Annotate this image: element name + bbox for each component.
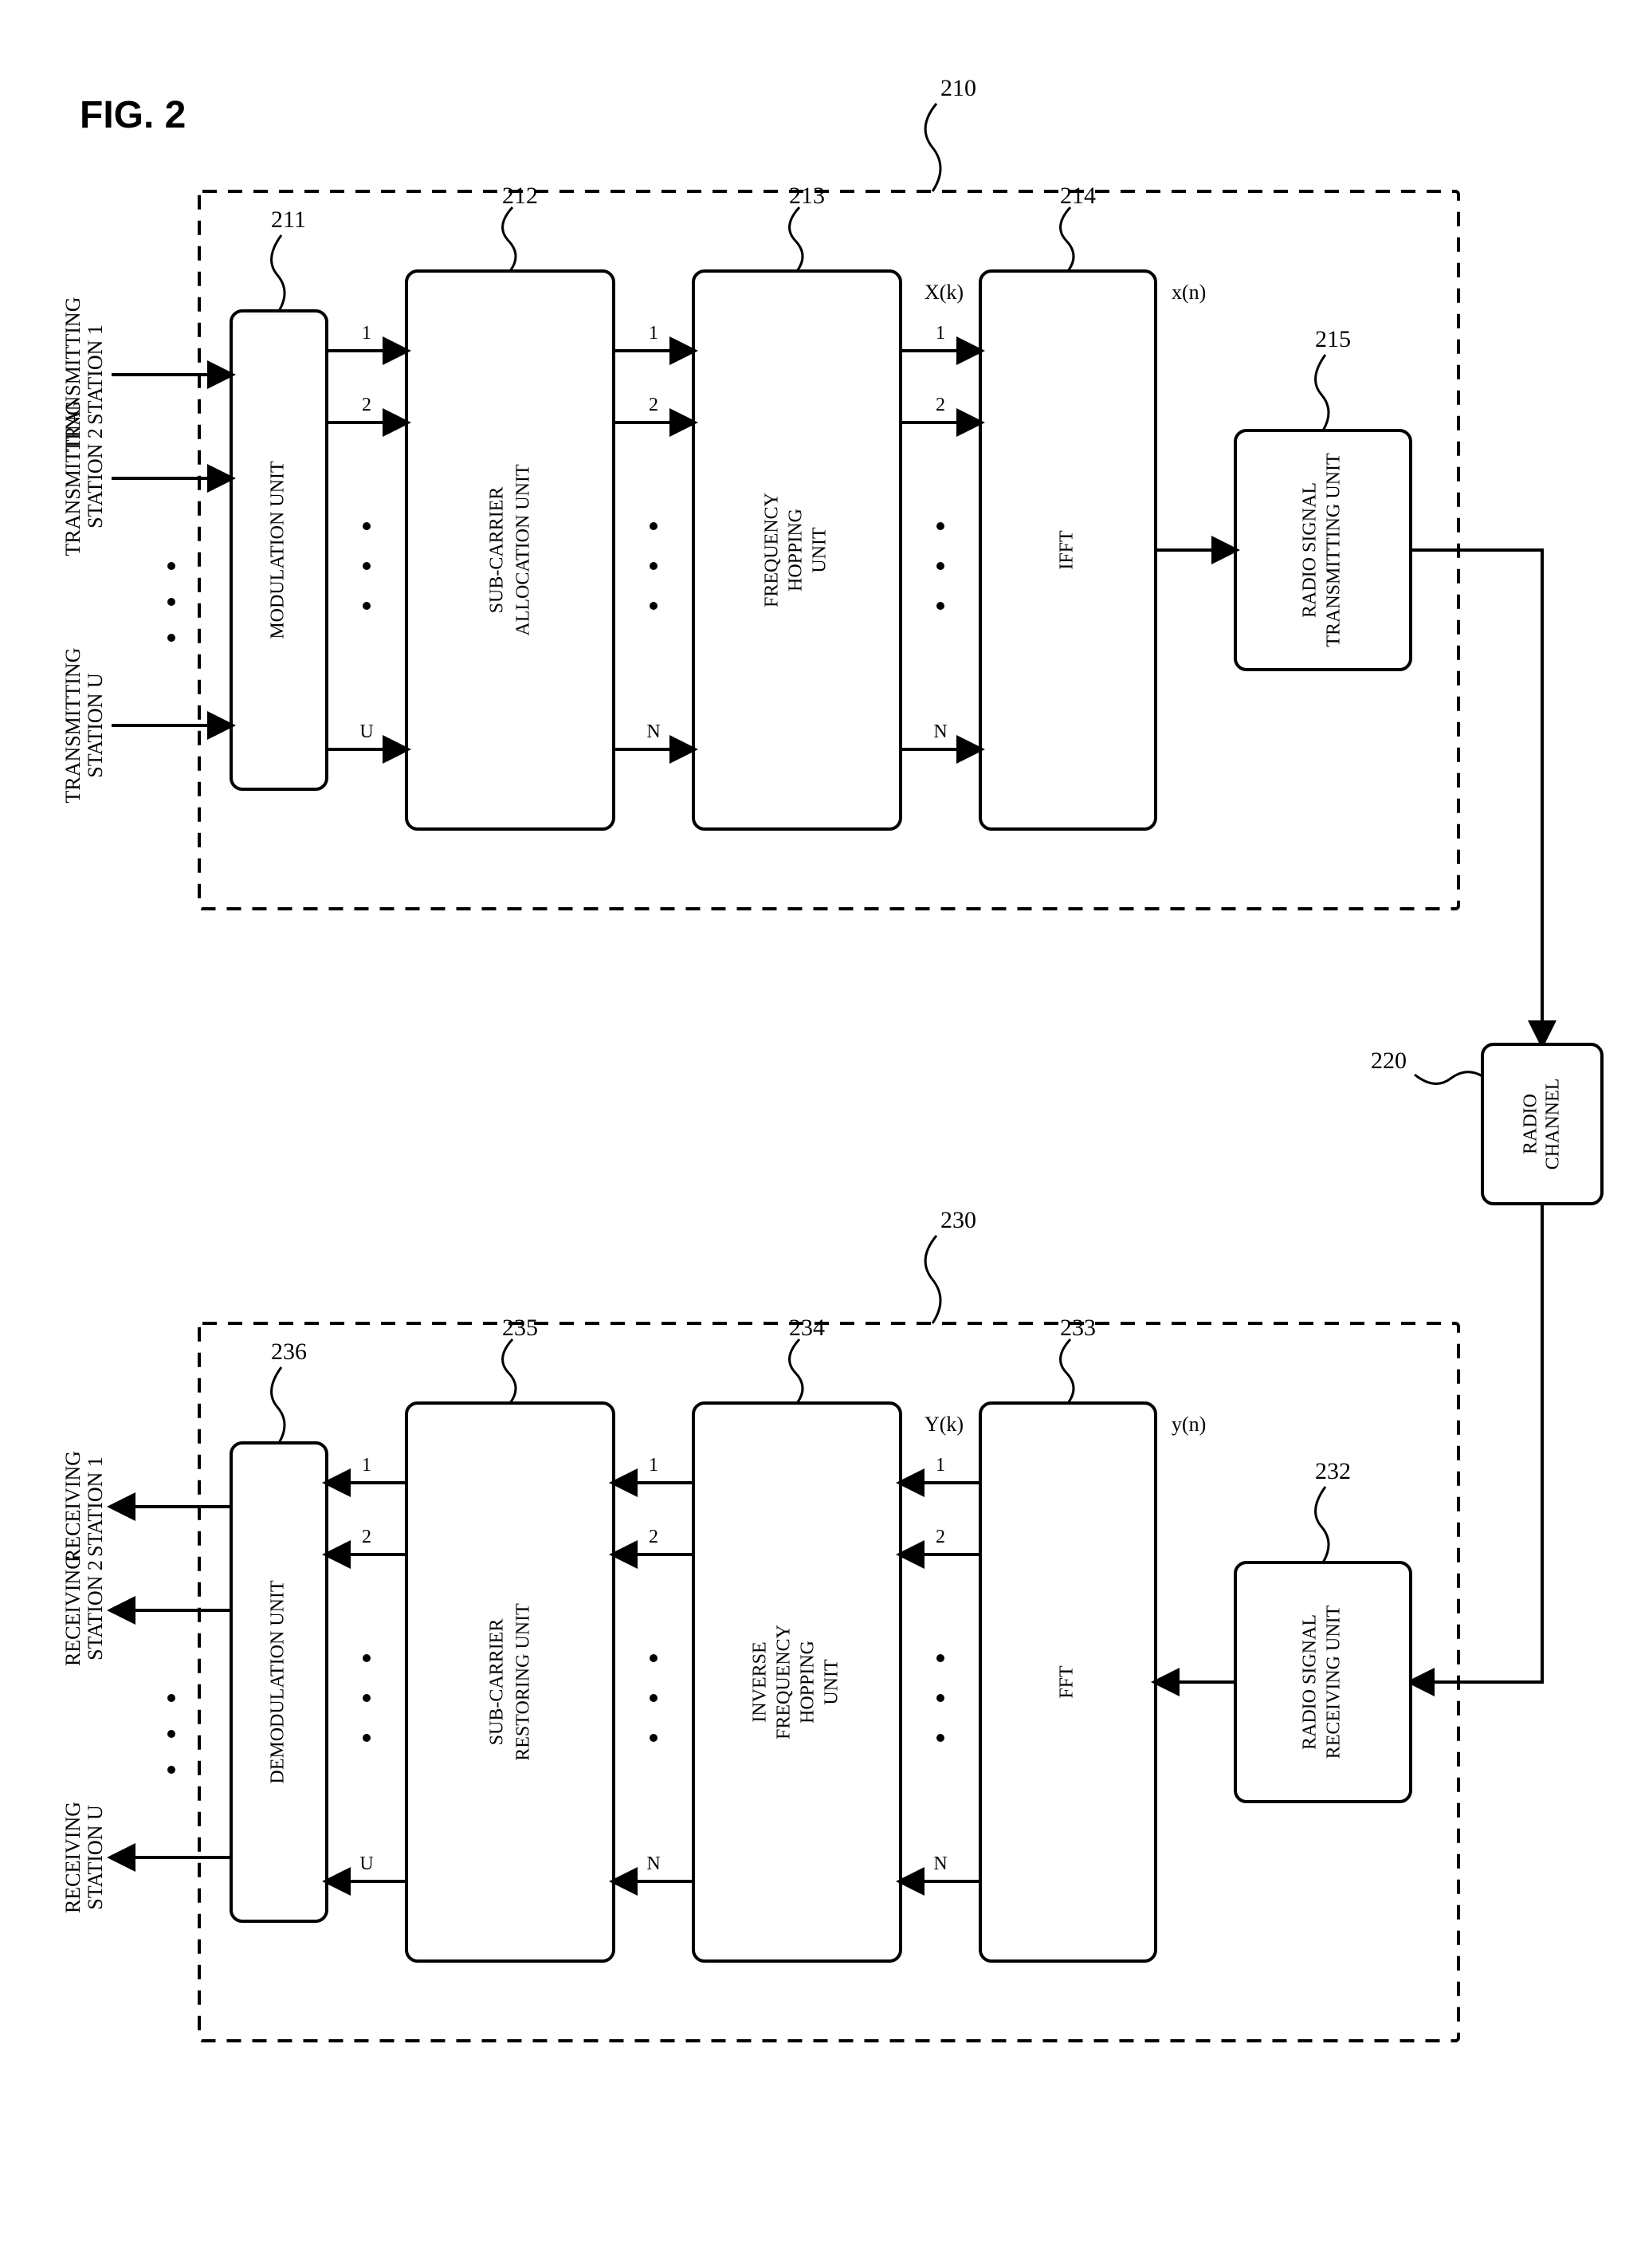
svg-text:RADIO: RADIO [1521,1094,1541,1154]
rx-output-labels: RECEIVING STATION 1 RECEIVING STATION 2 … [61,1451,107,1913]
ref-leader [925,104,940,191]
svg-text:UNIT: UNIT [810,527,830,573]
idx: 1 [649,1455,658,1476]
idx: 2 [362,395,371,415]
idx: U [359,721,373,742]
svg-text:SUB-CARRIER: SUB-CARRIER [487,487,508,614]
radio-rx-unit-block: RADIO SIGNAL RECEIVING UNIT [1235,1562,1411,1802]
idx: 2 [362,1527,371,1547]
signal-Yk: Y(k) [924,1413,964,1436]
idx: N [646,721,660,742]
idx: N [933,1853,947,1874]
ref-236: 236 [271,1338,307,1365]
modulation-unit-block: MODULATION UNIT [231,311,327,789]
svg-text:MODULATION UNIT: MODULATION UNIT [268,461,289,639]
dots [936,1654,944,1742]
radio-channel-block: RADIO CHANNEL [1482,1044,1602,1204]
ifft-block: IFFT [980,271,1156,829]
idx: 2 [649,1527,658,1547]
svg-text:RECEIVING: RECEIVING [61,1451,84,1562]
svg-text:RECEIVING UNIT: RECEIVING UNIT [1324,1605,1345,1759]
ref-leader [1415,1072,1482,1084]
ref-215: 215 [1315,326,1351,352]
idx: 2 [936,1527,945,1547]
svg-text:RESTORING UNIT: RESTORING UNIT [513,1603,534,1761]
svg-text:STATION 2: STATION 2 [84,428,107,529]
ref-235: 235 [502,1315,538,1341]
svg-text:SUB-CARRIER: SUB-CARRIER [487,1619,508,1746]
svg-text:RECEIVING: RECEIVING [61,1555,84,1666]
ref-220: 220 [1371,1048,1407,1074]
block-diagram: FIG. 2 210 MODULATION UNIT SUB-CARRIER A… [32,32,1605,2236]
svg-text:DEMODULATION UNIT: DEMODULATION UNIT [268,1580,289,1784]
tx-input-labels: TRANSMITTING STATION 1 TRANSMITTING STAT… [61,297,107,804]
idx: 2 [936,395,945,415]
frequency-hopping-block: FREQUENCY HOPPING UNIT [693,271,901,829]
svg-text:RADIO SIGNAL: RADIO SIGNAL [1300,482,1321,618]
idx: 1 [649,323,658,344]
idx: 2 [649,395,658,415]
idx: 1 [936,323,945,344]
signal-Xk: X(k) [924,281,964,304]
dots [167,1694,175,1774]
idx: 1 [362,323,371,344]
svg-text:RECEIVING: RECEIVING [61,1802,84,1913]
ref-234: 234 [789,1315,825,1341]
tx-input-arrows [112,375,231,725]
idx: N [646,1853,660,1874]
svg-text:STATION U: STATION U [84,673,107,778]
ref-214: 214 [1060,183,1096,209]
idx: 1 [362,1455,371,1476]
svg-text:UNIT: UNIT [822,1659,842,1705]
svg-text:FREQUENCY: FREQUENCY [762,493,783,607]
dots [167,562,175,642]
rx-output-arrows [112,1507,231,1857]
svg-text:CHANNEL: CHANNEL [1543,1079,1564,1170]
dots [363,522,371,610]
ref-leader [925,1236,940,1323]
subcarrier-allocation-block: SUB-CARRIER ALLOCATION UNIT [406,271,614,829]
demodulation-unit-block: DEMODULATION UNIT [231,1443,327,1921]
svg-text:FFT: FFT [1057,1665,1078,1699]
svg-text:STATION 1: STATION 1 [84,1456,107,1557]
ref-232: 232 [1315,1458,1351,1484]
svg-text:INVERSE: INVERSE [750,1641,771,1722]
idx: N [933,721,947,742]
svg-text:TRANSMITTING UNIT: TRANSMITTING UNIT [1324,453,1345,647]
dots [650,522,658,610]
fft-block: FFT [980,1403,1156,1961]
subcarrier-restoring-block: SUB-CARRIER RESTORING UNIT [406,1403,614,1961]
svg-text:ALLOCATION UNIT: ALLOCATION UNIT [513,464,534,636]
svg-text:RADIO SIGNAL: RADIO SIGNAL [1300,1614,1321,1750]
svg-text:TRANSMITTING: TRANSMITTING [61,401,84,556]
txunit-to-channel-arrow [1411,550,1542,1044]
svg-text:TRANSMITTING: TRANSMITTING [61,648,84,804]
ref-213: 213 [789,183,825,209]
signal-xn: x(n) [1172,281,1206,304]
dots [363,1654,371,1742]
dots [936,522,944,610]
ref-210: 210 [940,75,976,101]
svg-text:HOPPING: HOPPING [798,1641,818,1724]
idx: U [359,1853,373,1874]
ref-230: 230 [940,1207,976,1233]
svg-text:STATION U: STATION U [84,1805,107,1910]
figure-title: FIG. 2 [80,94,186,136]
inverse-frequency-hopping-block: INVERSE FREQUENCY HOPPING UNIT [693,1403,901,1961]
channel-to-rxunit-arrow [1411,1204,1542,1682]
idx: 1 [936,1455,945,1476]
ref-211: 211 [271,206,306,233]
signal-yn: y(n) [1172,1413,1206,1436]
svg-text:STATION 2: STATION 2 [84,1560,107,1661]
dots [650,1654,658,1742]
ref-212: 212 [502,183,538,209]
svg-text:FREQUENCY: FREQUENCY [774,1625,795,1739]
svg-text:STATION 1: STATION 1 [84,324,107,425]
ref-233: 233 [1060,1315,1096,1341]
svg-text:IFFT: IFFT [1057,530,1078,570]
svg-text:HOPPING: HOPPING [786,509,807,592]
radio-tx-unit-block: RADIO SIGNAL TRANSMITTING UNIT [1235,430,1411,670]
